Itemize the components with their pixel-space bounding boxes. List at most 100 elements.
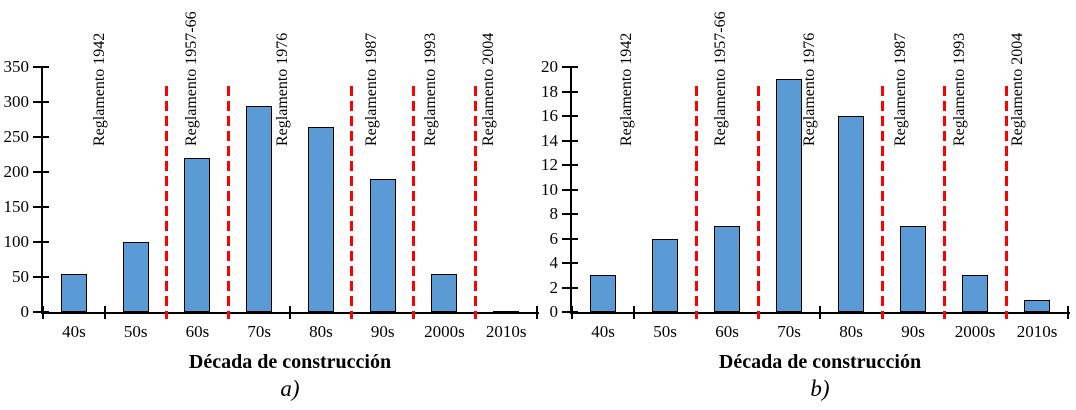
x-tick-label: 90s	[901, 322, 925, 341]
x-tick-label: 40s	[62, 322, 86, 341]
y-tick-mark	[33, 276, 49, 278]
y-axis-line	[41, 67, 43, 314]
y-tick-label: 4	[549, 253, 559, 272]
y-tick-mark	[562, 90, 578, 93]
bar-70s	[246, 105, 273, 312]
bar-40s	[590, 275, 616, 312]
x-axis-title-b: Década de construcción	[718, 351, 922, 373]
y-tick-mark	[33, 311, 49, 313]
regulation-annotation: Reglamento 1987	[892, 32, 910, 146]
y-tick-mark	[33, 171, 49, 173]
y-tick-mark	[562, 262, 578, 264]
x-tick-label: 60s	[185, 322, 210, 341]
y-tick-mark	[33, 101, 49, 103]
x-tick-mark	[536, 306, 538, 319]
x-tick-mark	[289, 306, 291, 319]
regulation-annotation: Reglamento 2004	[1009, 32, 1027, 146]
regulation-divider-line	[756, 86, 760, 319]
y-tick-mark	[562, 311, 578, 313]
bar-70s	[776, 79, 802, 312]
y-tick-mark	[562, 164, 578, 166]
regulation-annotation: Reglamento 1957-66	[712, 11, 730, 146]
bar-50s	[652, 238, 678, 312]
y-tick-label: 350	[3, 57, 30, 76]
regulation-divider-line	[1004, 86, 1008, 319]
x-axis-title-a: Década de construcción	[188, 351, 392, 373]
regulation-divider-line	[226, 86, 230, 319]
x-tick-mark	[819, 306, 821, 319]
bar-2010s	[493, 310, 520, 313]
y-tick-mark	[562, 213, 578, 215]
x-tick-label: 50s	[123, 322, 148, 341]
regulation-divider-line	[694, 86, 698, 319]
x-tick-label: 50s	[653, 322, 677, 341]
y-tick-label: 200	[3, 162, 30, 181]
bar-2000s	[962, 275, 988, 312]
y-tick-label: 20	[541, 57, 558, 76]
regulation-divider-line	[880, 86, 884, 319]
panel-caption-b: b)	[810, 376, 830, 401]
x-tick-mark	[1067, 306, 1069, 319]
y-tick-mark	[562, 286, 578, 289]
regulation-annotation: Reglamento 1942	[617, 32, 635, 146]
bar-40s	[60, 273, 87, 312]
y-tick-mark	[562, 66, 578, 68]
panel-caption-a: a)	[280, 376, 300, 401]
y-tick-label: 0	[549, 302, 559, 321]
x-tick-mark	[103, 306, 106, 319]
y-tick-mark	[562, 139, 578, 142]
y-tick-label: 100	[3, 232, 30, 251]
y-tick-mark	[562, 115, 578, 117]
y-axis-line	[570, 67, 572, 314]
x-tick-label: 80s	[839, 322, 863, 341]
y-tick-label: 2	[549, 277, 559, 297]
bar-80s	[838, 116, 864, 312]
y-tick-mark	[33, 66, 49, 68]
y-tick-mark	[33, 136, 49, 138]
y-tick-label: 150	[3, 197, 30, 216]
y-tick-label: 12	[541, 155, 558, 174]
bar-60s	[714, 226, 740, 312]
x-tick-label: 60s	[715, 322, 739, 341]
y-tick-mark	[562, 237, 578, 240]
regulation-divider-line	[165, 86, 168, 319]
y-tick-label: 8	[549, 204, 559, 223]
y-tick-label: 16	[541, 106, 558, 125]
y-tick-label: 250	[3, 127, 30, 146]
bar-2000s	[431, 273, 458, 312]
bar-60s	[184, 158, 211, 312]
x-tick-label: 2010s	[1016, 322, 1058, 341]
x-tick-label: 2000s	[424, 322, 465, 341]
bar-90s	[369, 179, 396, 312]
y-tick-label: 50	[12, 267, 29, 286]
regulation-divider-line	[350, 86, 354, 319]
y-tick-mark	[33, 241, 49, 243]
x-tick-label: 90s	[370, 322, 395, 341]
regulation-annotation: Reglamento 1976	[801, 32, 819, 146]
bar-90s	[900, 226, 926, 312]
y-tick-label: 0	[20, 302, 30, 321]
bar-80s	[307, 126, 334, 312]
x-tick-label: 70s	[247, 322, 271, 341]
regulation-annotation: Reglamento 1993	[951, 32, 969, 146]
x-tick-label: 2010s	[485, 322, 527, 341]
x-tick-mark	[633, 306, 635, 319]
y-tick-mark	[33, 206, 49, 208]
y-tick-label: 300	[3, 92, 30, 111]
x-tick-label: 70s	[777, 322, 801, 341]
bar-50s	[122, 242, 149, 312]
y-tick-label: 10	[541, 179, 558, 199]
y-tick-label: 14	[541, 130, 558, 150]
bar-2010s	[1024, 299, 1050, 312]
y-tick-label: 6	[549, 228, 559, 248]
x-tick-label: 2000s	[954, 322, 996, 341]
regulation-divider-line	[412, 86, 415, 319]
x-tick-mark	[42, 306, 44, 319]
y-tick-mark	[562, 188, 578, 191]
x-tick-label: 40s	[591, 322, 615, 341]
y-tick-label: 18	[541, 81, 558, 101]
regulation-divider-line	[942, 86, 946, 319]
